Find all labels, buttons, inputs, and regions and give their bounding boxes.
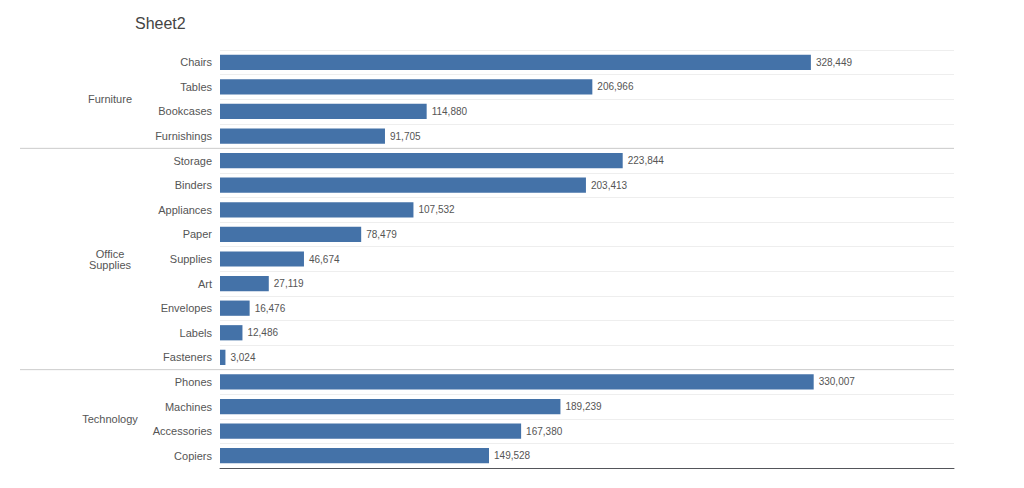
svg-text:114,880: 114,880 [432,106,468,117]
svg-text:16,476: 16,476 [255,303,286,314]
svg-text:Sheet2: Sheet2 [135,15,186,32]
svg-text:Bookcases: Bookcases [158,105,212,117]
svg-text:78,479: 78,479 [366,229,397,240]
svg-text:Office: Office [95,247,125,260]
svg-text:Tables: Tables [180,81,212,93]
svg-text:206,966: 206,966 [597,81,634,92]
svg-text:Furnishings: Furnishings [155,130,212,142]
svg-text:Fasteners: Fasteners [163,351,212,363]
svg-text:27,119: 27,119 [274,278,304,289]
svg-text:12,486: 12,486 [247,327,278,338]
svg-text:Technology: Technology [82,413,138,425]
svg-text:Storage: Storage [173,155,212,167]
svg-text:3,024: 3,024 [230,352,255,363]
svg-text:Supplies: Supplies [89,259,132,271]
svg-text:Machines: Machines [165,401,213,413]
svg-text:Labels: Labels [180,327,213,339]
svg-text:203,413: 203,413 [591,180,628,191]
svg-text:46,674: 46,674 [309,254,340,265]
svg-text:Envelopes: Envelopes [161,302,213,314]
svg-text:167,380: 167,380 [526,426,563,437]
svg-text:Supplies: Supplies [170,253,213,265]
svg-text:Binders: Binders [175,179,213,191]
svg-text:Copiers: Copiers [174,450,212,462]
svg-text:91,705: 91,705 [390,131,421,142]
svg-text:Accessories: Accessories [153,425,213,437]
svg-text:330,007: 330,007 [819,376,856,387]
svg-text:189,239: 189,239 [565,401,602,412]
svg-text:Chairs: Chairs [180,56,212,68]
svg-text:Phones: Phones [175,376,213,388]
svg-text:223,844: 223,844 [628,155,665,166]
svg-text:149,528: 149,528 [494,450,531,461]
svg-text:Furniture: Furniture [88,93,132,105]
svg-text:107,532: 107,532 [418,204,455,215]
svg-text:Art: Art [198,278,212,290]
svg-text:328,449: 328,449 [816,57,853,68]
svg-text:Appliances: Appliances [158,204,212,216]
svg-text:Paper: Paper [183,228,213,240]
